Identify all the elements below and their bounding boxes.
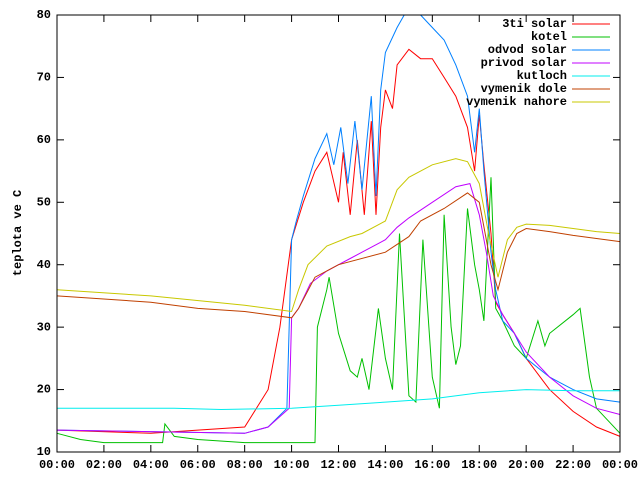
x-tick-label: 12:00 <box>320 458 356 472</box>
y-axis-label: teplota ve C <box>11 190 25 276</box>
x-tick-label: 08:00 <box>227 458 263 472</box>
legend-label: kotel <box>531 30 567 44</box>
y-tick-label: 20 <box>37 383 51 397</box>
series-line <box>57 389 620 411</box>
legend-label: vymenik dole <box>481 82 567 96</box>
y-tick-label: 60 <box>37 133 51 147</box>
x-tick-label: 20:00 <box>508 458 544 472</box>
legend-label: kutloch <box>517 69 567 83</box>
y-tick-label: 70 <box>37 71 51 85</box>
x-tick-label: 22:00 <box>555 458 591 472</box>
series-line <box>56 177 621 444</box>
x-tick-label: 18:00 <box>461 458 497 472</box>
series-line <box>56 192 621 319</box>
x-tick-label: 06:00 <box>180 458 216 472</box>
x-tick-label: 00:00 <box>39 458 75 472</box>
x-tick-label: 10:00 <box>274 458 310 472</box>
x-tick-label: 16:00 <box>414 458 450 472</box>
legend-label: vymenik nahore <box>466 95 567 109</box>
x-tick-label: 00:00 <box>602 458 638 472</box>
legend-label: privod solar <box>481 56 567 70</box>
x-tick-label: 02:00 <box>86 458 122 472</box>
y-tick-label: 80 <box>37 8 51 22</box>
legend-label: 3ti solar <box>502 17 567 31</box>
y-tick-label: 40 <box>37 258 51 272</box>
plot-frame <box>56 14 621 453</box>
series-line <box>56 158 621 313</box>
x-tick-label: 04:00 <box>133 458 169 472</box>
y-tick-label: 50 <box>37 195 51 209</box>
y-tick-label: 30 <box>37 320 51 334</box>
series-line <box>56 14 621 434</box>
legend-label: odvod solar <box>488 43 567 57</box>
x-tick-label: 14:00 <box>367 458 403 472</box>
y-tick-label: 10 <box>37 445 51 459</box>
